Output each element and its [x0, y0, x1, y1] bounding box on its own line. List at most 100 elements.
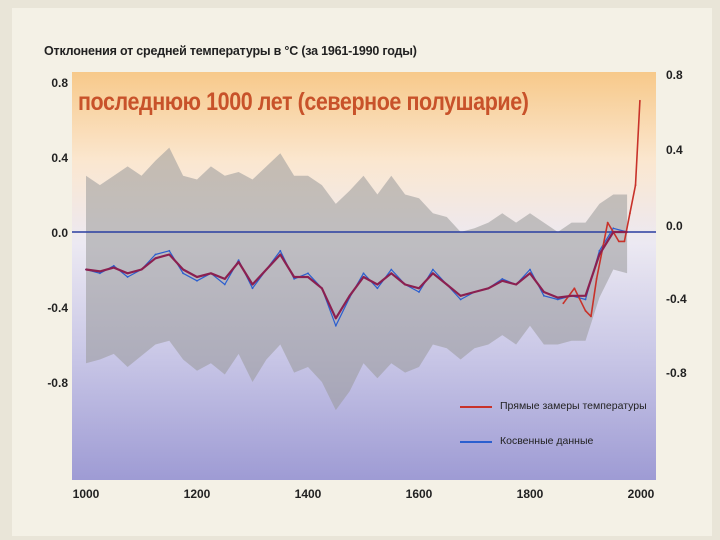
chart-title: последнюю 1000 лет (северное полушарие)	[78, 88, 529, 116]
smoothed-series-line-point	[487, 287, 490, 290]
smoothed-series-line-point	[515, 283, 517, 286]
measured-series-line-point	[584, 309, 587, 312]
xtick-1000: 1000	[72, 487, 100, 501]
measured-series-line-point	[573, 287, 576, 290]
smoothed-series-line-point	[362, 276, 365, 278]
proxy-series-line-point	[529, 268, 531, 271]
uncertainty-band-layer	[86, 147, 628, 411]
measured-series-line-point	[629, 212, 631, 215]
smoothed-series-line-point	[404, 283, 406, 286]
proxy-series-line-point	[237, 259, 240, 261]
proxy-series-line-point	[251, 287, 254, 290]
ytick-right-minus-0.8: -0.8	[666, 366, 687, 380]
measured-series-line-point	[590, 315, 592, 318]
proxy-series-line-point	[196, 279, 198, 282]
legend-label-measured: Прямые замеры температуры	[500, 400, 647, 412]
smoothed-series-line-point	[376, 283, 379, 286]
smoothed-series-line-point	[584, 294, 587, 297]
series-layer	[85, 99, 641, 327]
proxy-series-line-point	[307, 272, 309, 275]
proxy-series-line-point	[543, 294, 545, 297]
smoothed-series-line-point	[473, 291, 476, 293]
smoothed-series-line-point	[182, 268, 185, 271]
proxy-series-line-point	[501, 278, 504, 280]
measured-series-line-point	[639, 99, 641, 102]
proxy-series-line-point	[432, 268, 434, 271]
smoothed-series-line-point	[251, 283, 254, 286]
ytick-left-0.4: 0.4	[51, 151, 68, 165]
smoothed-series-line-point	[390, 272, 393, 275]
smoothed-series-line-point	[348, 294, 351, 297]
uncertainty-band	[86, 147, 628, 411]
proxy-series-line-point	[390, 268, 393, 271]
ytick-left-minus-0.4: -0.4	[47, 301, 68, 315]
ytick-right-0.4: 0.4	[666, 143, 683, 157]
proxy-series-line-point	[154, 253, 157, 256]
smoothed-series-line-point	[140, 268, 143, 271]
smoothed-series-line-point	[265, 268, 268, 271]
smoothed-series-line-point	[223, 278, 226, 280]
xtick-2000: 2000	[627, 487, 655, 501]
smoothed-series-line-point	[570, 294, 573, 297]
smoothed-series-line-point	[543, 291, 545, 293]
proxy-series-line-point	[182, 272, 185, 275]
proxy-series-line-point	[112, 264, 115, 267]
measured-series-line-point	[562, 302, 565, 305]
measured-series-line-point	[617, 240, 620, 243]
proxy-series-line-point	[293, 278, 295, 280]
smoothed-series-line-point	[196, 276, 198, 278]
smoothed-series-line-point	[168, 253, 171, 256]
measured-series-line-point	[623, 240, 626, 243]
ytick-right-minus-0.4: -0.4	[666, 292, 687, 306]
smoothed-series-line-point	[501, 279, 504, 282]
proxy-series-line-point	[126, 276, 129, 278]
proxy-series-line-point	[334, 324, 337, 327]
ytick-right-0.8: 0.8	[666, 68, 683, 82]
smoothed-series-line-point	[154, 257, 157, 260]
proxy-series-line-point	[168, 249, 171, 252]
xtick-1800: 1800	[516, 487, 544, 501]
proxy-series-line-point	[376, 287, 379, 290]
smoothed-series-line-point	[459, 294, 462, 297]
proxy-series-line-point	[418, 291, 420, 293]
smoothed-series-line-point	[85, 268, 87, 271]
proxy-series-line-point	[598, 249, 601, 252]
measured-series-line-point	[634, 184, 637, 187]
smoothed-series-line-point	[307, 276, 309, 278]
smoothed-series-line-point	[293, 276, 295, 278]
ytick-left-minus-0.8: -0.8	[47, 376, 68, 390]
legend-label-proxy: Косвенные данные	[500, 435, 594, 447]
smoothed-series-line-point	[112, 266, 115, 269]
smoothed-series-line-point	[418, 287, 420, 290]
legend	[460, 406, 492, 443]
smoothed-series-line-point	[529, 272, 531, 275]
smoothed-series-line-point	[626, 231, 628, 233]
proxy-series-line-point	[584, 298, 587, 301]
smoothed-series-line-point	[237, 261, 240, 263]
smoothed-series-line-point	[334, 317, 337, 320]
smoothed-series-line-point	[432, 272, 434, 275]
proxy-series-line-point	[556, 298, 559, 301]
smoothed-series-line-point	[612, 231, 615, 233]
xtick-1600: 1600	[405, 487, 433, 501]
smoothed-series-line-point	[126, 272, 129, 275]
xtick-1200: 1200	[183, 487, 211, 501]
ytick-left-0.8: 0.8	[51, 76, 68, 90]
smoothed-series-line-point	[99, 270, 101, 273]
ytick-right-0.0: 0.0	[666, 219, 683, 233]
smoothed-series-line-point	[210, 272, 212, 275]
measured-series-line-point	[595, 278, 598, 280]
smoothed-series-line-point	[321, 287, 323, 290]
proxy-series-line-point	[362, 272, 365, 275]
measured-series-line	[562, 100, 641, 318]
smoothed-series-line-point	[598, 253, 601, 256]
chart-ylabel-title: Отклонения от средней температуры в °С (…	[44, 44, 417, 58]
proxy-series-line-point	[279, 249, 282, 252]
measured-series-line-point	[606, 221, 609, 224]
proxy-series-line-point	[99, 272, 101, 275]
proxy-series-line-point	[223, 283, 226, 286]
smoothed-series-line	[85, 230, 628, 320]
smoothed-series-line-point	[556, 296, 559, 299]
smoothed-series-line-point	[445, 283, 448, 286]
